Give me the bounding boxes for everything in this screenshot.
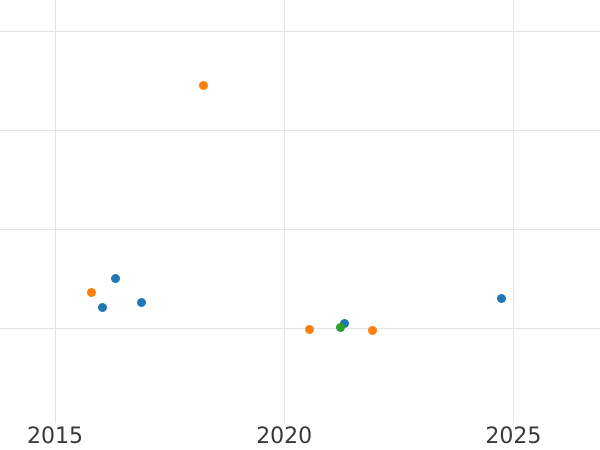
- scatter-point-blue: [136, 298, 146, 307]
- gridline-vertical: [283, 0, 285, 423]
- scatter-point-blue: [496, 294, 506, 304]
- scatter-point-orange: [87, 288, 97, 298]
- x-tick-label: 2015: [27, 424, 83, 449]
- gridline-horizontal: [0, 130, 600, 132]
- scatter-point-blue: [110, 274, 120, 284]
- gridline-horizontal: [0, 327, 600, 329]
- gridline-vertical: [54, 0, 56, 423]
- x-tick-label: 2020: [256, 424, 313, 449]
- scatter-point-orange: [368, 325, 378, 335]
- scatter-point-orange: [304, 324, 314, 334]
- gridline-horizontal: [0, 228, 600, 230]
- gridline-horizontal: [0, 31, 600, 33]
- scatter-point-blue: [97, 302, 107, 312]
- scatter-point-green: [335, 322, 345, 332]
- scatter-point-blue: [339, 318, 349, 328]
- gridline-vertical: [512, 0, 514, 423]
- scatter-point-orange: [198, 80, 208, 90]
- x-tick-label: 2025: [485, 424, 542, 449]
